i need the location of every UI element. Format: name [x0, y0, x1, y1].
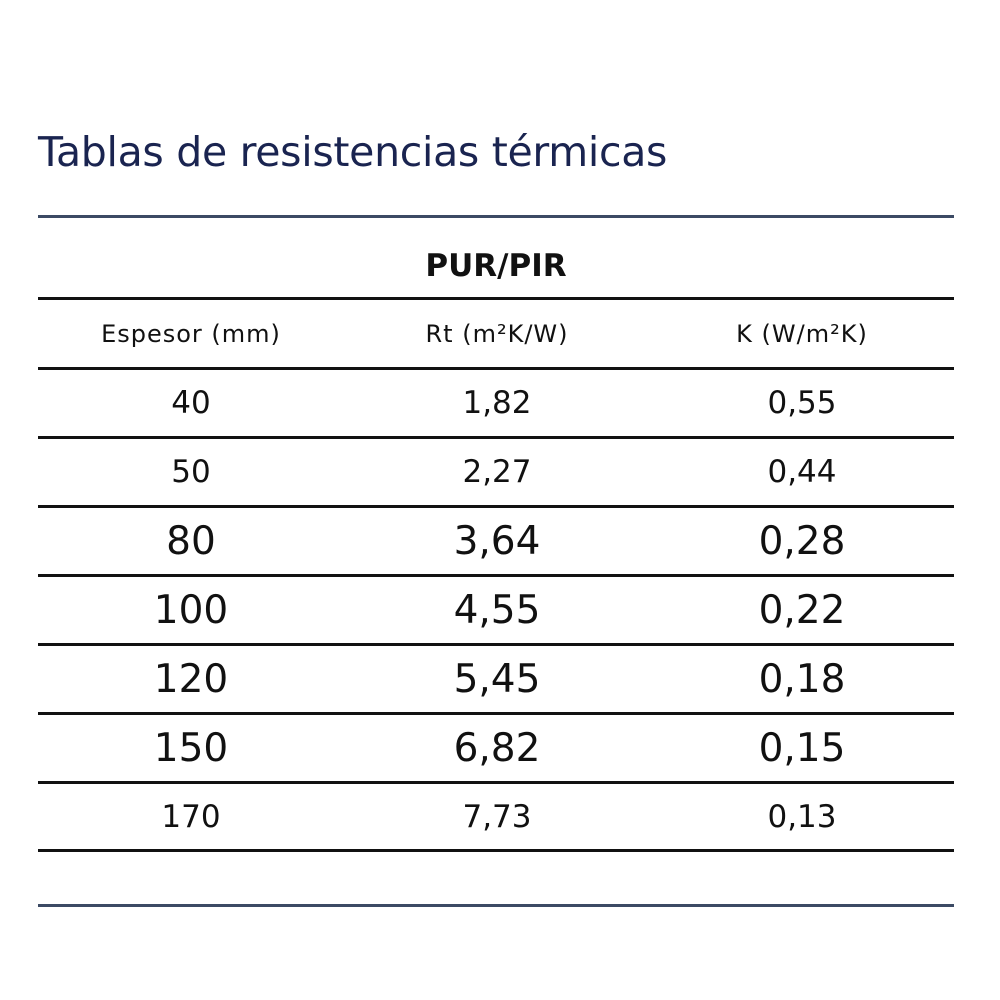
- table-row: 80 3,64 0,28: [38, 508, 954, 574]
- row-divider: [38, 297, 954, 300]
- cell-rt: 6,82: [453, 725, 541, 771]
- cell-espesor: 50: [171, 454, 211, 490]
- cell-k: 0,44: [767, 454, 837, 490]
- row-divider: [38, 849, 954, 852]
- cell-espesor: 120: [153, 656, 229, 702]
- table-row: 50 2,27 0,44: [38, 439, 954, 505]
- table-row: 120 5,45 0,18: [38, 646, 954, 712]
- column-header-rt: Rt (m²K/W): [425, 319, 569, 348]
- cell-rt: 2,27: [462, 454, 532, 490]
- cell-k: 0,15: [758, 725, 846, 771]
- cell-k: 0,18: [758, 656, 846, 702]
- cell-espesor: 80: [166, 518, 216, 564]
- row-divider: [38, 367, 954, 370]
- row-divider: [38, 436, 954, 439]
- cell-espesor: 150: [153, 725, 229, 771]
- cell-rt: 7,73: [462, 798, 532, 835]
- top-divider: [38, 215, 954, 218]
- table-row: 100 4,55 0,22: [38, 577, 954, 643]
- row-divider: [38, 781, 954, 784]
- row-divider: [38, 505, 954, 508]
- row-divider: [38, 712, 954, 715]
- cell-k: 0,22: [758, 587, 846, 633]
- page-title: Tablas de resistencias térmicas: [38, 128, 668, 176]
- cell-k: 0,55: [767, 385, 837, 421]
- row-divider: [38, 574, 954, 577]
- column-header-k: K (W/m²K): [736, 319, 868, 348]
- table-group-header: PUR/PIR: [425, 248, 567, 284]
- cell-rt: 4,55: [453, 587, 541, 633]
- table-row: 170 7,73 0,13: [38, 784, 954, 849]
- cell-rt: 5,45: [453, 656, 541, 702]
- cell-k: 0,28: [758, 518, 846, 564]
- cell-rt: 1,82: [462, 385, 532, 421]
- table-row: 40 1,82 0,55: [38, 370, 954, 436]
- bottom-divider: [38, 904, 954, 907]
- cell-espesor: 100: [153, 587, 229, 633]
- table-column-headers: Espesor (mm) Rt (m²K/W) K (W/m²K): [38, 300, 954, 367]
- cell-espesor: 40: [171, 385, 211, 421]
- table-row: 150 6,82 0,15: [38, 715, 954, 781]
- cell-k: 0,13: [767, 798, 837, 835]
- row-divider: [38, 643, 954, 646]
- column-header-espesor: Espesor (mm): [101, 319, 281, 348]
- cell-rt: 3,64: [453, 518, 541, 564]
- cell-espesor: 170: [161, 798, 221, 835]
